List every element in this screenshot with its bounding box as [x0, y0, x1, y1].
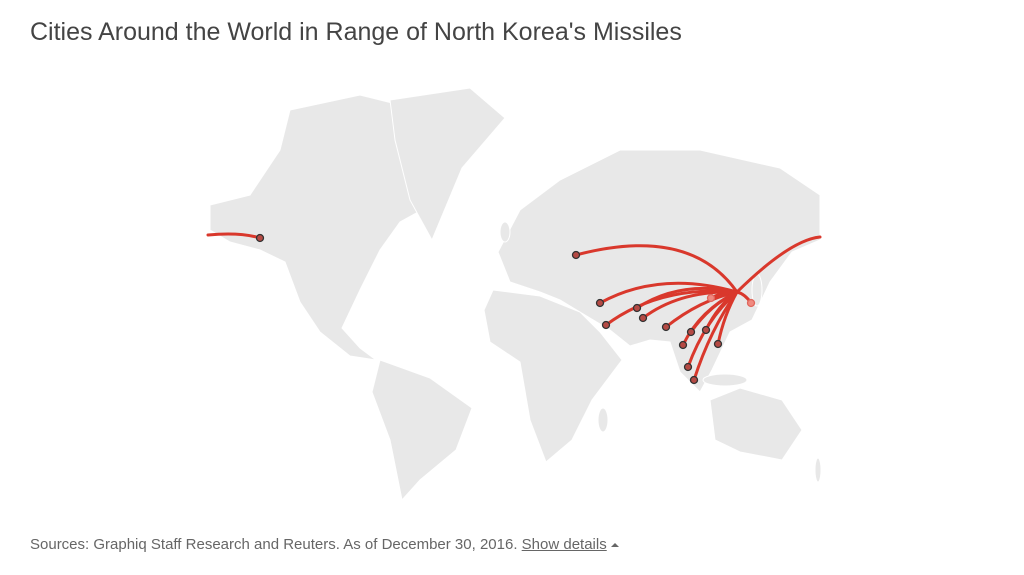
city — [701, 325, 711, 335]
arc — [686, 290, 739, 369]
city — [746, 298, 756, 308]
arc — [735, 235, 822, 294]
city — [595, 298, 605, 308]
city — [255, 233, 265, 243]
city — [678, 340, 688, 350]
city — [713, 339, 723, 349]
city — [686, 327, 696, 337]
city — [571, 250, 581, 260]
australia — [709, 387, 803, 461]
city — [706, 293, 716, 303]
show-details-link[interactable]: Show details — [521, 536, 607, 553]
arc — [692, 290, 739, 382]
city — [638, 313, 648, 323]
footer: Sources: Graphiq Staff Research and Reut… — [30, 536, 619, 553]
caret-icon — [610, 543, 619, 548]
city — [689, 375, 699, 385]
city — [632, 303, 642, 313]
arc — [574, 244, 739, 294]
madagascar — [597, 407, 609, 433]
uk — [499, 221, 511, 243]
city — [601, 320, 611, 330]
greenland — [389, 87, 506, 242]
title: Cities Around the World in Range of Nort… — [30, 18, 682, 46]
city — [661, 322, 671, 332]
cities — [255, 233, 756, 385]
indonesia — [702, 373, 748, 387]
eurasia — [497, 149, 821, 393]
south-america — [371, 359, 473, 502]
sources: Sources: Graphiq Staff Research and Reut… — [30, 536, 518, 553]
africa — [483, 289, 623, 463]
land — [209, 87, 822, 502]
city — [683, 362, 693, 372]
missile-arcs — [206, 232, 822, 382]
new-zealand — [814, 457, 822, 483]
